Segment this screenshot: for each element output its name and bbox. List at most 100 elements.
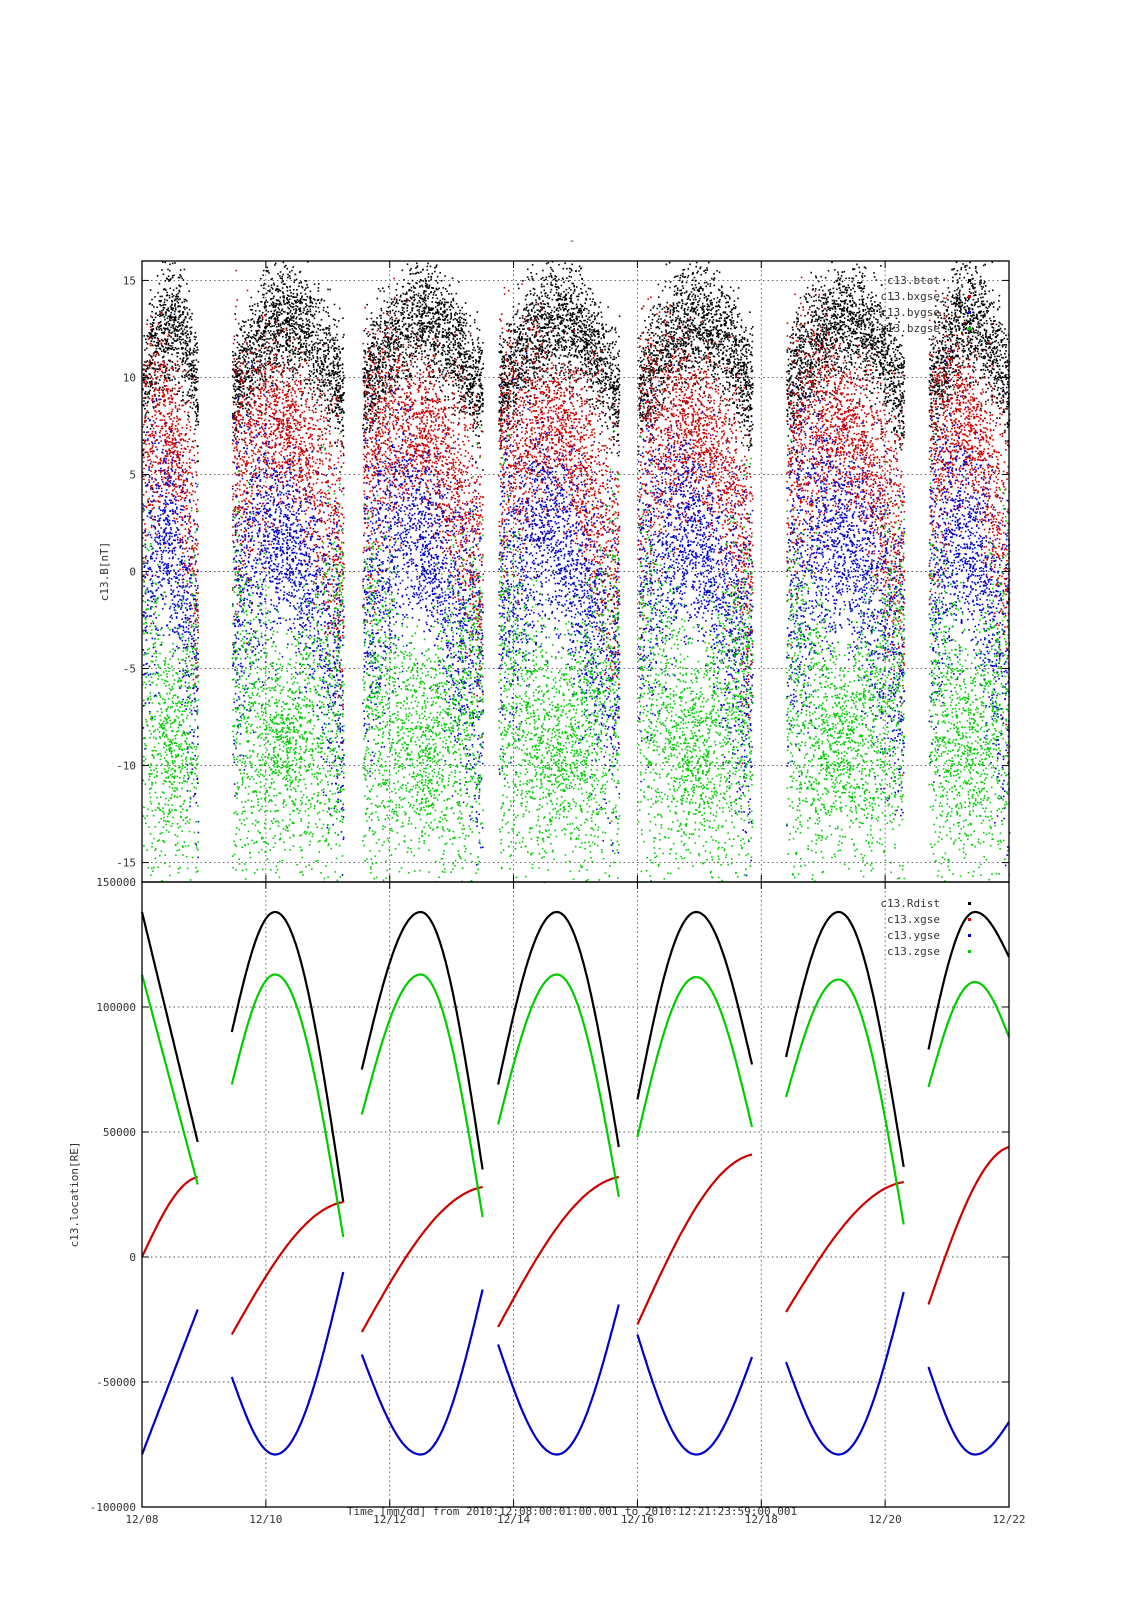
- scatter-point: [306, 311, 308, 313]
- scatter-point: [241, 370, 243, 372]
- scatter-point: [321, 319, 323, 321]
- scatter-point: [309, 296, 311, 298]
- scatter-point: [342, 368, 344, 370]
- scatter-point: [190, 316, 192, 318]
- scatter-point: [329, 409, 331, 411]
- scatter-point: [164, 301, 166, 303]
- scatter-point: [263, 297, 265, 299]
- scatter-point: [174, 303, 176, 305]
- scatter-point: [294, 300, 296, 302]
- scatter-point: [310, 291, 312, 293]
- scatter-point: [327, 353, 329, 355]
- scatter-point: [270, 335, 272, 337]
- scatter-point: [336, 326, 338, 328]
- scatter-point: [272, 339, 274, 341]
- scatter-point: [143, 439, 145, 441]
- scatter-point: [188, 366, 190, 368]
- scatter-point: [336, 445, 338, 447]
- scatter-point: [198, 361, 200, 363]
- scatter-point: [264, 358, 266, 360]
- scatter-point: [249, 306, 251, 308]
- scatter-point: [181, 375, 183, 377]
- scatter-point: [335, 319, 337, 321]
- scatter-point: [271, 287, 273, 289]
- scatter-point: [291, 319, 293, 321]
- scatter-point: [257, 366, 259, 368]
- scatter-point: [287, 391, 289, 393]
- scatter-point: [336, 334, 338, 336]
- scatter-point: [342, 417, 344, 419]
- scatter-point: [169, 297, 171, 299]
- scatter-point: [178, 390, 180, 392]
- scatter-point: [169, 270, 171, 272]
- scatter-point: [176, 287, 178, 289]
- scatter-point: [277, 320, 279, 322]
- scatter-point: [183, 320, 185, 322]
- scatter-point: [186, 337, 188, 339]
- scatter-point: [232, 375, 234, 377]
- scatter-point: [319, 302, 321, 304]
- scatter-point: [282, 280, 284, 282]
- scatter-point: [339, 357, 341, 359]
- scatter-point: [328, 420, 330, 422]
- scatter-point: [237, 342, 239, 344]
- scatter-point: [182, 314, 184, 316]
- scatter-point: [182, 339, 184, 341]
- scatter-point: [327, 327, 329, 329]
- scatter-point: [247, 353, 249, 355]
- scatter-point: [300, 380, 302, 382]
- scatter-point: [294, 279, 296, 281]
- scatter-point: [315, 306, 317, 308]
- scatter-point: [262, 339, 264, 341]
- scatter-point: [310, 306, 312, 308]
- scatter-point: [185, 352, 187, 354]
- scatter-point: [263, 333, 265, 335]
- scatter-point: [253, 321, 255, 323]
- scatter-point: [161, 329, 163, 331]
- scatter-point: [330, 375, 332, 377]
- scatter-point: [153, 406, 155, 408]
- scatter-point: [171, 318, 173, 320]
- scatter-point: [245, 321, 247, 323]
- scatter-point: [297, 354, 299, 356]
- scatter-point: [314, 349, 316, 351]
- scatter-point: [167, 349, 169, 351]
- scatter-point: [308, 351, 310, 353]
- scatter-point: [300, 301, 302, 303]
- scatter-point: [170, 278, 172, 280]
- scatter-point: [251, 372, 253, 374]
- scatter-point: [311, 359, 313, 361]
- scatter-point: [414, 294, 416, 296]
- scatter-point: [286, 299, 288, 301]
- scatter-point: [291, 302, 293, 304]
- scatter-point: [178, 382, 180, 384]
- scatter-point: [189, 327, 191, 329]
- scatter-point: [172, 347, 174, 349]
- scatter-point: [196, 405, 198, 407]
- scatter-point: [339, 471, 341, 473]
- scatter-point: [265, 319, 267, 321]
- scatter-point: [148, 412, 150, 414]
- scatter-point: [144, 408, 146, 410]
- scatter-point: [297, 372, 299, 374]
- scatter-point: [316, 402, 318, 404]
- scatter-point: [374, 378, 376, 380]
- scatter-point: [306, 360, 308, 362]
- scatter-point: [192, 362, 194, 364]
- scatter-point: [314, 326, 316, 328]
- scatter-point: [304, 335, 306, 337]
- scatter-point: [294, 356, 296, 358]
- scatter-point: [191, 319, 193, 321]
- scatter-point: [327, 366, 329, 368]
- scatter-point: [268, 330, 270, 332]
- scatter-point: [243, 358, 245, 360]
- scatter-point: [296, 317, 298, 319]
- scatter-point: [175, 326, 177, 328]
- scatter-point: [154, 296, 156, 298]
- scatter-point: [242, 320, 244, 322]
- scatter-point: [264, 304, 266, 306]
- scatter-point: [255, 310, 257, 312]
- scatter-point: [179, 274, 181, 276]
- scatter-point: [398, 325, 400, 327]
- scatter-point: [266, 309, 268, 311]
